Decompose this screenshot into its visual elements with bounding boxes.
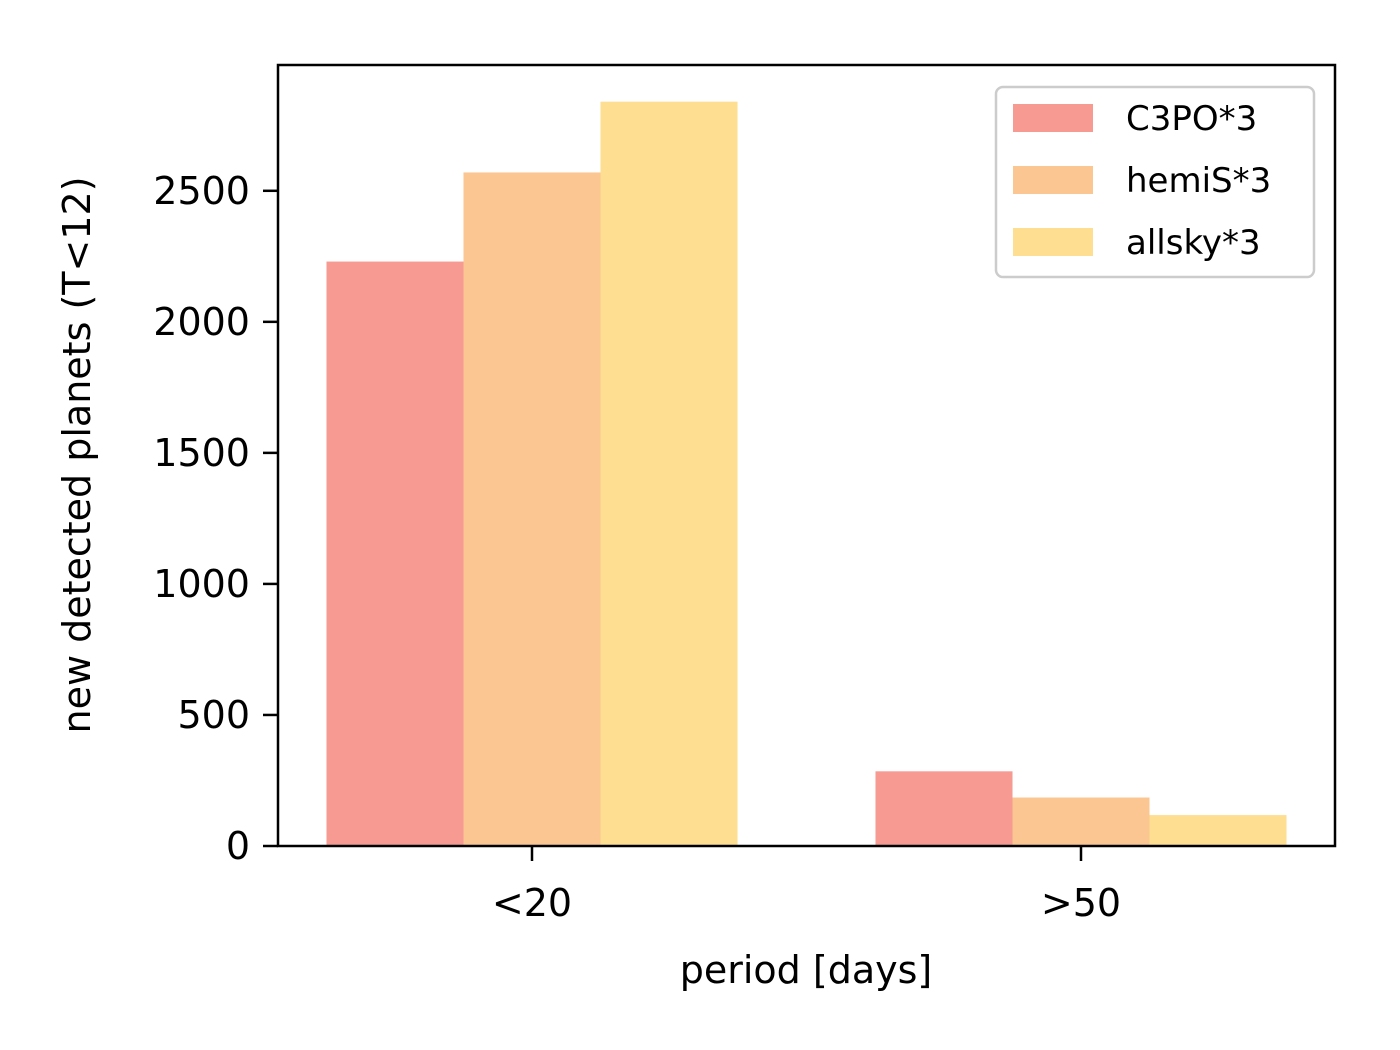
legend-swatch-hemis-3 xyxy=(1013,166,1093,194)
legend-label: hemiS*3 xyxy=(1126,161,1271,201)
bar-hemis-3-0 xyxy=(463,172,601,847)
bars-group xyxy=(326,101,1287,847)
legend-swatch-allsky-3 xyxy=(1013,228,1093,256)
y-tick-label: 0 xyxy=(226,824,250,868)
y-tick-label: 1500 xyxy=(153,431,250,475)
plot-frame xyxy=(276,63,1337,848)
y-axis-label: new detected planets (T<12) xyxy=(55,176,99,733)
x-axis-label: period [days] xyxy=(680,948,932,992)
legend: C3PO*3 hemiS*3 allsky*3 xyxy=(994,85,1316,279)
legend-label: C3PO*3 xyxy=(1126,99,1257,139)
bar-allsky-3-0 xyxy=(600,101,738,846)
bar-hemis-3-1 xyxy=(1012,797,1150,846)
y-tick-label: 2500 xyxy=(153,169,250,213)
x-axis: <20 >50 xyxy=(492,846,1121,925)
legend-swatch-c3po-3 xyxy=(1013,104,1093,132)
y-tick-label: 2000 xyxy=(153,300,250,344)
x-tick-label: <20 xyxy=(492,881,572,925)
bar-allsky-3-1 xyxy=(1149,815,1287,846)
bar-c3po-3-1 xyxy=(875,771,1013,846)
bar-c3po-3-0 xyxy=(326,261,464,846)
legend-label: allsky*3 xyxy=(1126,223,1261,263)
y-tick-label: 500 xyxy=(177,693,250,737)
x-tick-label: >50 xyxy=(1041,881,1121,925)
y-axis: 0 500 1000 1500 2000 2500 xyxy=(153,169,278,868)
y-tick-label: 1000 xyxy=(153,562,250,606)
